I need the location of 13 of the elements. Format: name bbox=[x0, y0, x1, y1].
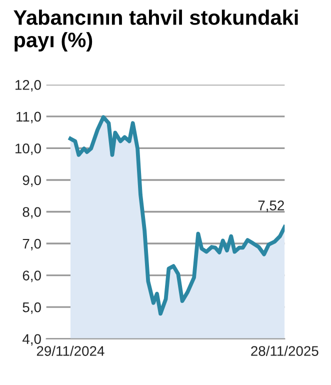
y-tick-label: 8,0 bbox=[22, 207, 41, 219]
y-tick-label: 10,0 bbox=[16, 144, 41, 156]
y-tick-label: 7,0 bbox=[22, 238, 41, 250]
data-label: 7,52 bbox=[258, 200, 284, 212]
chart-title: Yabancının tahvil stokundaki payı (%) bbox=[14, 10, 298, 52]
y-tick-label: 9,0 bbox=[22, 175, 41, 187]
y-tick-label: 11,0 bbox=[16, 112, 41, 124]
x-tick-label: 28/11/2025 bbox=[251, 346, 318, 356]
y-tick-label: 12,0 bbox=[16, 80, 41, 92]
x-tick-label: 29/11/2024 bbox=[36, 346, 104, 356]
y-tick-label: 6,0 bbox=[22, 270, 41, 282]
y-tick-label: 4,0 bbox=[22, 334, 41, 346]
y-tick-label: 5,0 bbox=[22, 302, 41, 314]
